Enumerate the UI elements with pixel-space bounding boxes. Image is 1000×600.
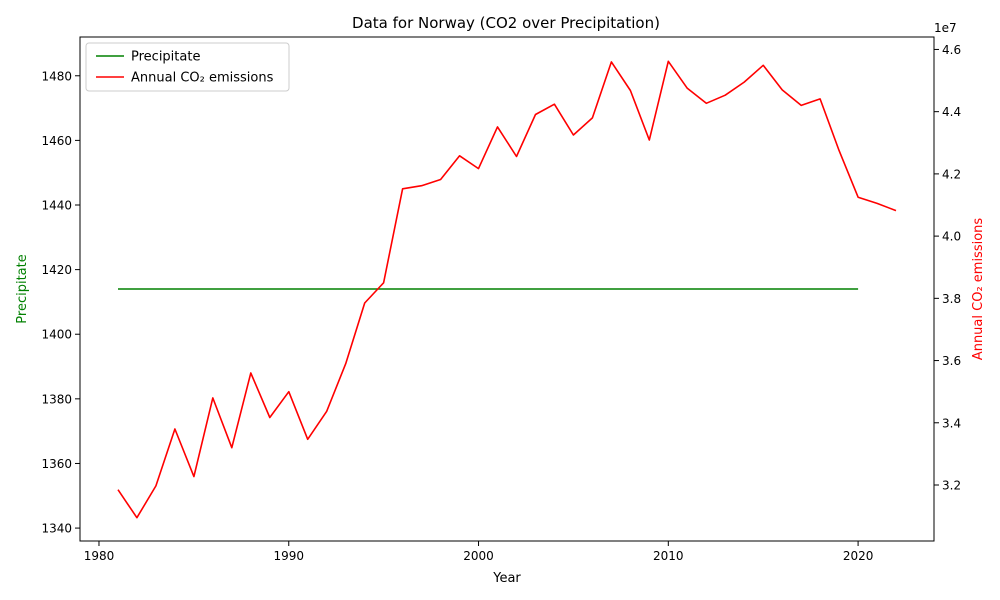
y-right-tick-label: 4.4 [942,105,961,119]
y-left-tick-label: 1360 [41,457,72,471]
series-line-co2-emissions [117,60,897,519]
y-right-tick-label: 4.0 [942,230,961,244]
plot-frame [79,36,935,542]
y-left-tick-label: 1340 [41,522,72,536]
y-axis-left-label: Precipitate [15,254,30,323]
x-tick-label: 1980 [84,549,115,563]
y-left-tick-label: 1480 [41,69,72,83]
chart-title: Data for Norway (CO2 over Precipitation) [352,14,660,32]
legend: Precipitate Annual CO₂ emissions [85,42,290,92]
series-layer [117,60,897,519]
x-tick-label: 2010 [653,549,684,563]
y-left-tick-label: 1440 [41,199,72,213]
y-axis-right-offset: 1e7 [934,21,957,35]
y-axis-right: 3.2 3.4 3.6 3.8 4.0 4.2 4.4 4.6 [934,43,961,493]
legend-box [85,42,290,92]
x-tick-label: 2000 [463,549,494,563]
x-axis-label: Year [492,571,521,586]
y-right-tick-label: 4.2 [942,167,961,181]
y-left-tick-label: 1420 [41,263,72,277]
x-tick-label: 2020 [843,549,874,563]
legend-label-co2: Annual CO₂ emissions [131,71,274,86]
y-right-tick-label: 3.4 [942,416,961,430]
y-left-tick-label: 1460 [41,134,72,148]
x-tick-label: 1990 [273,549,304,563]
y-axis-right-label: Annual CO₂ emissions [971,218,986,361]
y-right-tick-label: 3.6 [942,354,961,368]
y-right-tick-label: 4.6 [942,43,961,57]
legend-label-precipitate: Precipitate [131,50,200,65]
y-right-tick-label: 3.2 [942,479,961,493]
y-left-tick-label: 1380 [41,392,72,406]
x-axis: 1980 1990 2000 2010 2020 [84,541,874,563]
y-left-tick-label: 1400 [41,328,72,342]
y-right-tick-label: 3.8 [942,292,961,306]
y-axis-left: 1340 1360 1380 1400 1420 1440 1460 1480 [41,69,80,536]
